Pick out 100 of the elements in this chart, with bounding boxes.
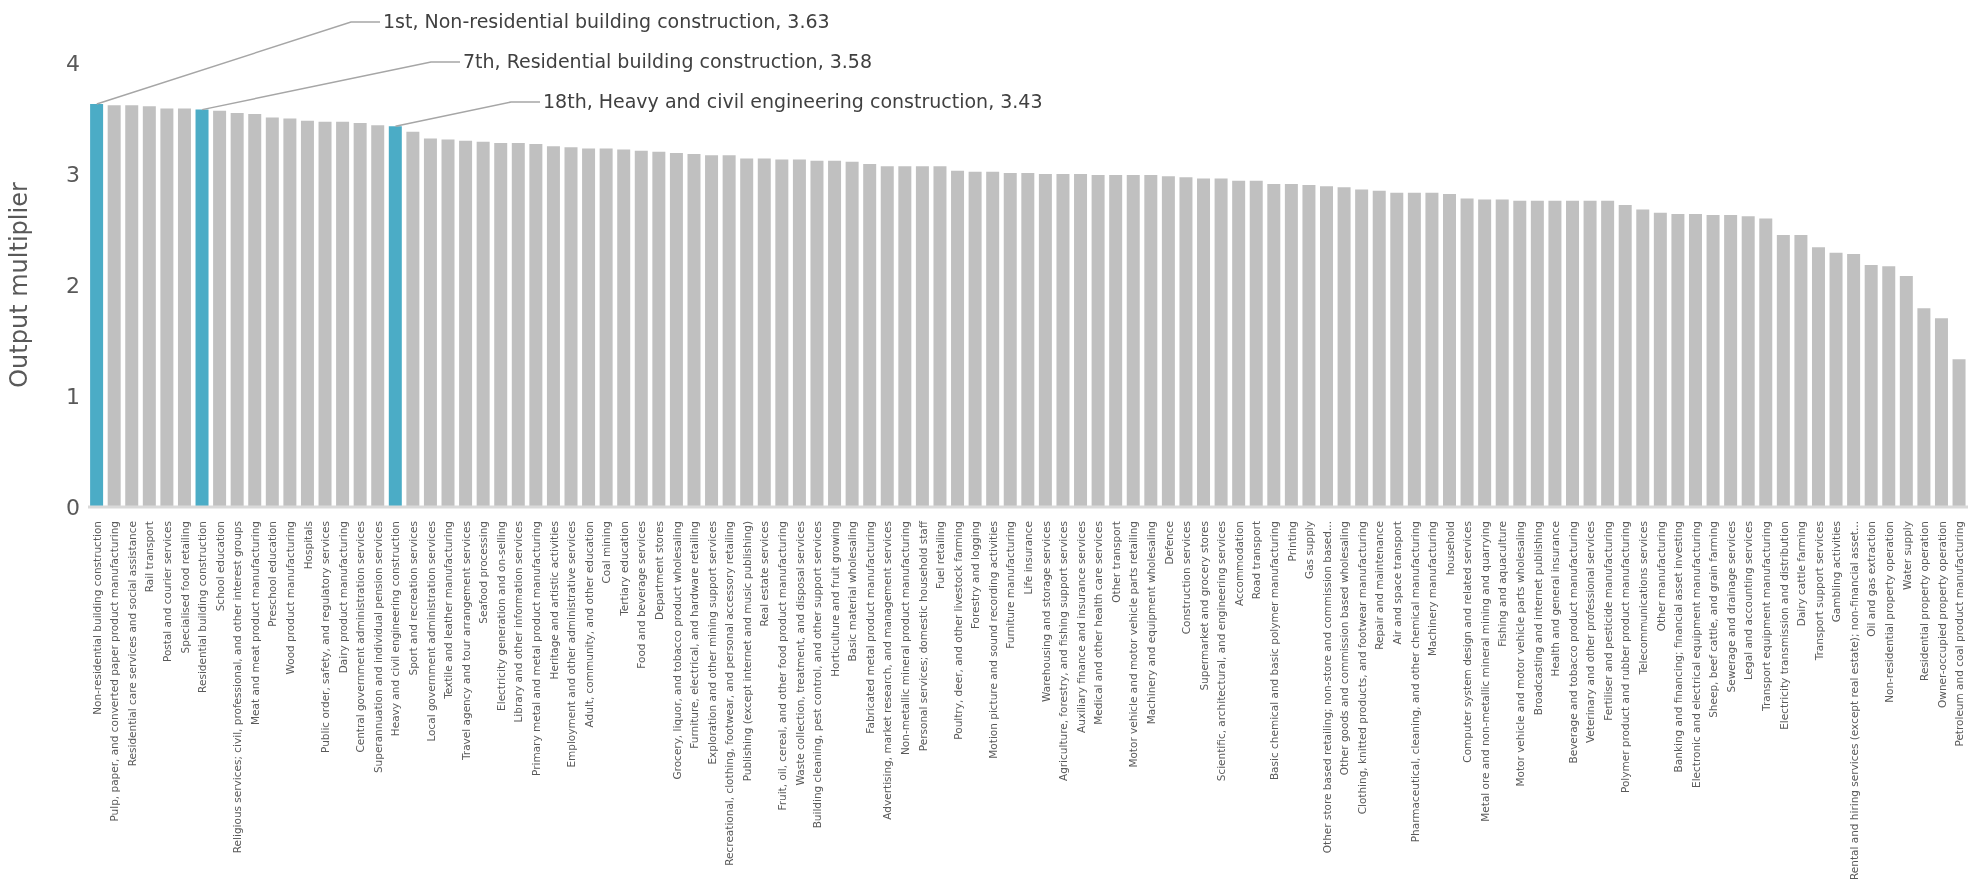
x-tick-label: Construction services	[1180, 521, 1193, 635]
x-tick-label: Machinery and equipment wholesaling	[1144, 521, 1157, 725]
x-tick-label: Personal services; domestic household staff	[916, 520, 929, 752]
bar	[1126, 175, 1140, 507]
x-tick-label: Water supply	[1900, 521, 1913, 590]
x-tick-label: Furniture manufacturing	[1004, 521, 1017, 649]
bar	[951, 170, 965, 507]
x-tick-label: Employment and other administrative services	[565, 521, 578, 768]
bar	[1583, 200, 1597, 507]
bar	[634, 150, 648, 507]
x-tick-label: Travel agency and tour arrangement services	[459, 521, 472, 762]
x-tick-label: Fabricated metal product manufacturing	[863, 521, 876, 734]
bar	[810, 160, 824, 507]
x-tick-label: Defence	[1162, 521, 1175, 565]
x-tick-label: Adult, community, and other education	[582, 521, 595, 728]
x-tick-label: Printing	[1285, 521, 1298, 562]
bar	[1021, 172, 1035, 507]
bar	[1776, 235, 1790, 507]
bar	[546, 146, 560, 507]
x-tick-label: Fishing and aquaculture	[1496, 521, 1509, 647]
bar	[1601, 200, 1615, 507]
x-tick-label: Beverage and tobacco product manufacturing	[1566, 521, 1579, 764]
bar	[1724, 215, 1738, 507]
bar	[898, 166, 912, 507]
bar	[1671, 213, 1685, 507]
bar	[564, 147, 578, 507]
x-tick-label: Hospitals	[301, 521, 314, 570]
bar	[388, 126, 402, 507]
bar	[283, 118, 297, 507]
x-tick-label: Textile and leather manufacturing	[442, 521, 455, 700]
bar	[722, 155, 736, 507]
x-tick-label: Grocery, liquor, and tobacco product wholesaling	[670, 521, 683, 780]
bar	[986, 171, 1000, 507]
bar	[933, 166, 947, 507]
x-tick-label: Sport and recreation services	[407, 521, 420, 676]
x-tick-label: Department stores	[653, 521, 666, 620]
x-tick-label: Heavy and civil engineering construction	[389, 521, 402, 737]
bar	[705, 155, 719, 507]
x-tick-label: Computer system design and related services	[1461, 521, 1474, 763]
x-tick-label: Postal and courier services	[161, 521, 174, 663]
bar	[177, 108, 191, 507]
bar	[1759, 218, 1773, 507]
x-tick-label: Road transport	[1250, 521, 1263, 600]
x-tick-label: Electronic and electrical equipment manufacturing	[1689, 521, 1702, 788]
bar	[459, 140, 473, 507]
bar	[125, 105, 139, 507]
bar	[1566, 200, 1579, 507]
x-tick-label: Owner-occupied property operation	[1935, 521, 1948, 708]
y-tick-label: 4	[66, 50, 80, 76]
x-tick-label: Local government administration services	[424, 521, 437, 742]
x-tick-label: Pharmaceutical, cleaning, and other chemical manufacturing	[1408, 521, 1421, 843]
bar	[1161, 176, 1175, 507]
bar	[248, 114, 262, 507]
x-tick-label: Other transport	[1109, 521, 1122, 603]
x-tick-label: Preschool education	[266, 521, 279, 627]
bar	[880, 166, 894, 507]
x-tick-label: Residential property operation	[1918, 521, 1931, 681]
bar	[1478, 199, 1492, 507]
bar	[915, 166, 929, 507]
bar	[1917, 308, 1931, 507]
bar	[1952, 359, 1966, 507]
x-tick-label: School education	[213, 521, 226, 612]
x-tick-label: Specialised food retailing	[178, 521, 191, 654]
bar	[1337, 187, 1351, 507]
x-tick-label: Tertiary education	[617, 521, 630, 617]
bar	[1407, 192, 1421, 507]
bar	[213, 110, 227, 507]
bar	[828, 160, 842, 507]
bar	[1934, 318, 1948, 507]
x-tick-label: Residential building construction	[196, 521, 209, 693]
annotation: 18th, Heavy and civil engineering construction, 3.43	[543, 90, 1043, 112]
bar	[1372, 190, 1386, 507]
x-tick-label: Fruit, oil, cereal, and other food product manufacturing	[776, 521, 789, 811]
bar	[1829, 252, 1843, 507]
x-tick-label: Seafood processing	[477, 521, 490, 624]
x-tick-label: Exploration and other mining support services	[705, 521, 718, 765]
x-tick-label: Metal ore and non-metallic mineral mining and quarrying	[1478, 521, 1491, 822]
bar	[494, 142, 508, 507]
x-tick-label: Motor vehicle and motor vehicle parts retailing	[1127, 521, 1140, 768]
bar	[371, 125, 385, 507]
bar	[529, 144, 543, 507]
bar	[1056, 174, 1070, 507]
x-tick-label: Advertising, market research, and management services	[881, 521, 894, 820]
y-tick-label: 3	[66, 161, 80, 187]
bar	[775, 159, 789, 507]
x-tick-label: Religious services; civil, professional, and other interest groups	[231, 521, 244, 854]
x-tick-label: Non-residential property operation	[1882, 521, 1895, 703]
bar	[423, 138, 437, 507]
bar	[1513, 200, 1527, 507]
x-tick-label: Supermarket and grocery stores	[1197, 521, 1210, 691]
bar	[1390, 192, 1404, 507]
x-tick-label: Gambling activities	[1830, 521, 1843, 623]
x-tick-label: Agriculture, forestry, and fishing support services	[1057, 521, 1070, 782]
bar	[617, 149, 631, 507]
x-tick-label: Recreational, clothing, footwear, and personal accessory retailing	[723, 521, 736, 866]
bar	[1811, 247, 1825, 507]
x-tick-label: Electricity generation and on-selling	[494, 521, 507, 711]
x-tick-label: Building cleaning, pest control, and other support services	[811, 521, 824, 829]
x-tick-label: Non-residential building construction	[90, 521, 103, 715]
bar	[336, 121, 350, 507]
